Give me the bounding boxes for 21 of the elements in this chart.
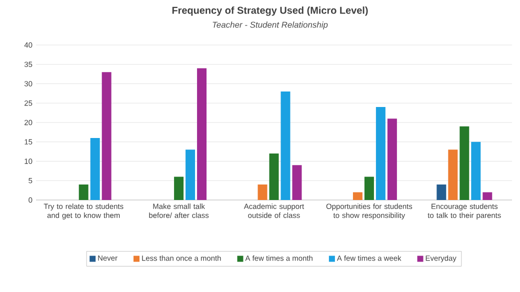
bar bbox=[102, 72, 112, 200]
bar bbox=[352, 192, 362, 200]
bar bbox=[448, 150, 458, 200]
bar bbox=[174, 176, 184, 200]
bar bbox=[387, 118, 397, 200]
chart-subtitle: Teacher - Student Relationship bbox=[212, 22, 328, 30]
chart-title: Frequency of Strategy Used (Micro Level) bbox=[172, 6, 368, 16]
bar bbox=[78, 184, 88, 200]
bar bbox=[90, 138, 100, 200]
bar bbox=[436, 184, 446, 200]
bar bbox=[376, 107, 386, 200]
bar bbox=[364, 176, 374, 200]
bar bbox=[280, 92, 290, 200]
bar bbox=[482, 192, 492, 200]
bar bbox=[197, 68, 207, 200]
bar bbox=[460, 126, 470, 200]
bar bbox=[186, 150, 196, 200]
bar bbox=[471, 142, 481, 200]
bar bbox=[269, 154, 279, 200]
bar bbox=[292, 165, 302, 200]
bar bbox=[258, 184, 268, 200]
